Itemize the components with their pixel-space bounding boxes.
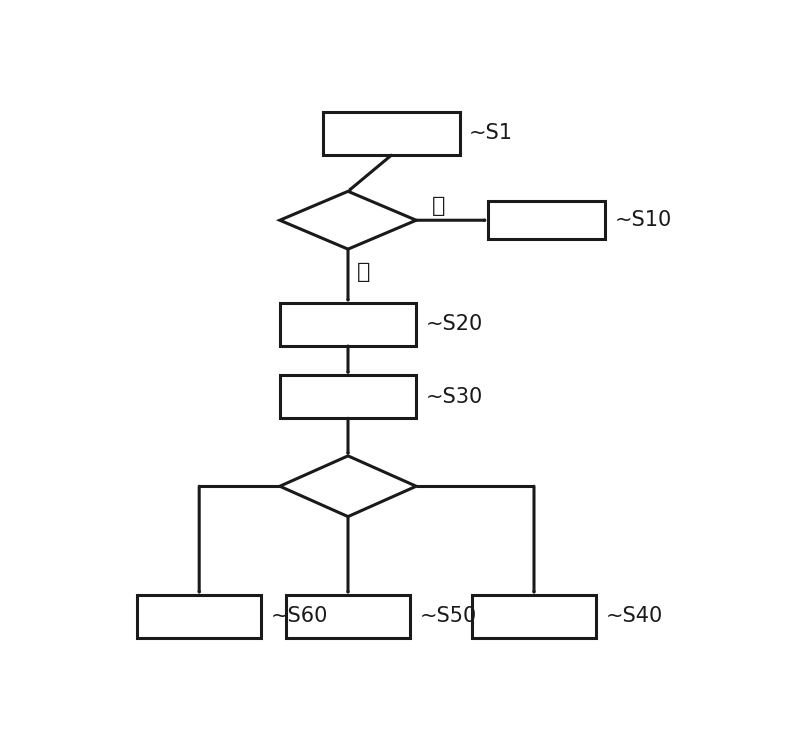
Bar [280,303,416,346]
Polygon shape [280,456,416,517]
Text: ~S10: ~S10 [614,210,672,231]
Bar [286,595,410,638]
Polygon shape [280,192,416,249]
Text: ~S50: ~S50 [419,606,477,626]
Text: 是: 是 [432,196,445,216]
Bar [138,595,261,638]
Bar [323,112,459,155]
Text: ~S30: ~S30 [426,387,482,406]
Text: ~S1: ~S1 [469,123,513,143]
Text: ~S20: ~S20 [426,315,482,334]
Bar [487,201,606,239]
Bar [472,595,596,638]
Text: ~S60: ~S60 [270,606,328,626]
Bar [280,375,416,418]
Text: 否: 否 [358,262,370,282]
Text: ~S40: ~S40 [606,606,662,626]
